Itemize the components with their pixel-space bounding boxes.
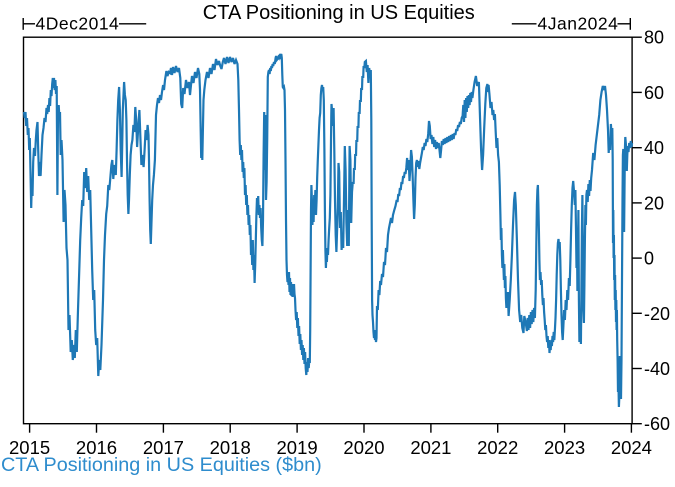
svg-text:2020: 2020 xyxy=(343,437,384,458)
svg-text:2018: 2018 xyxy=(210,437,251,458)
svg-text:2021: 2021 xyxy=(410,437,451,458)
svg-text:60: 60 xyxy=(644,83,664,103)
svg-text:20: 20 xyxy=(644,193,664,213)
svg-text:2019: 2019 xyxy=(277,437,318,458)
svg-text:4Jan2024: 4Jan2024 xyxy=(538,14,619,34)
svg-text:2015: 2015 xyxy=(9,437,50,458)
svg-text:40: 40 xyxy=(644,138,664,158)
svg-text:-20: -20 xyxy=(644,304,670,324)
svg-text:4Dec2014: 4Dec2014 xyxy=(36,14,120,34)
svg-text:2017: 2017 xyxy=(143,437,184,458)
svg-text:CTA Positioning in US Equities: CTA Positioning in US Equities ($bn) xyxy=(1,454,322,476)
svg-text:-40: -40 xyxy=(644,359,670,379)
svg-text:2022: 2022 xyxy=(477,437,518,458)
svg-text:80: 80 xyxy=(644,28,664,48)
svg-text:0: 0 xyxy=(644,249,654,269)
svg-text:2024: 2024 xyxy=(611,437,652,458)
svg-text:2016: 2016 xyxy=(76,437,117,458)
svg-text:2023: 2023 xyxy=(544,437,585,458)
svg-text:CTA Positioning in US Equities: CTA Positioning in US Equities xyxy=(203,2,475,24)
svg-text:-60: -60 xyxy=(644,414,670,434)
